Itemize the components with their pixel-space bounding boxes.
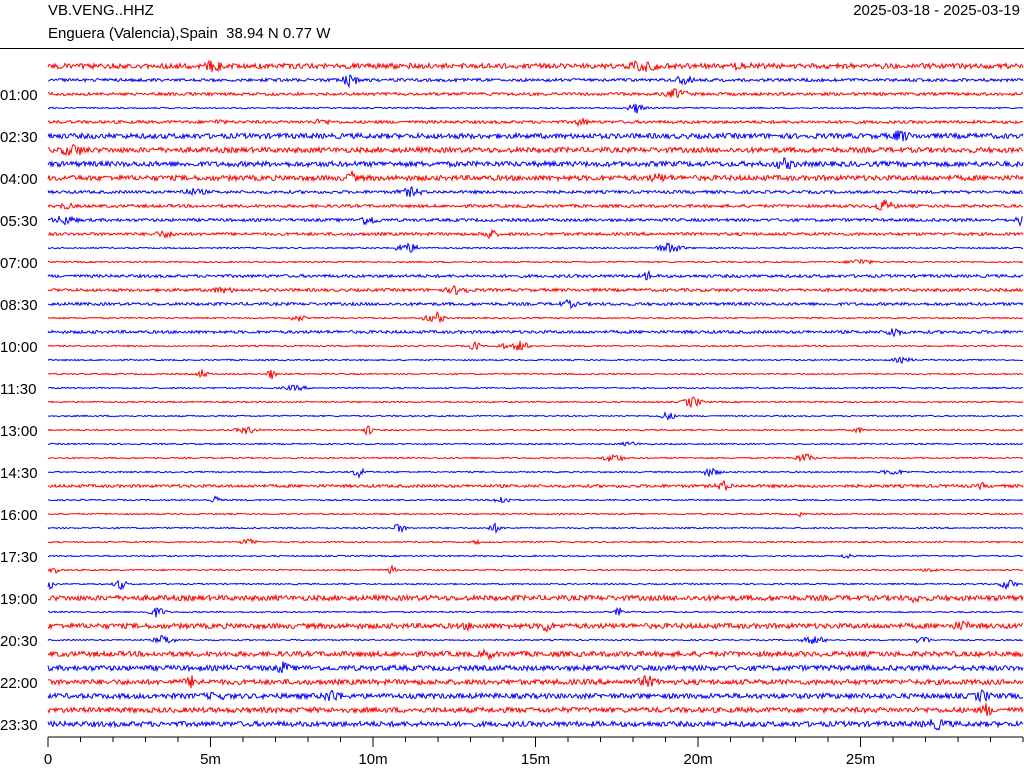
y-tick-label: 11:30 — [0, 381, 36, 398]
y-tick-label: 16:00 — [0, 507, 38, 524]
trace-row-20 — [47, 340, 1024, 351]
y-tick-label: 08:30 — [0, 297, 38, 314]
trace-row-37 — [47, 579, 1024, 591]
y-tick-label: 04:00 — [0, 171, 38, 188]
x-tick-label: 15m — [521, 751, 550, 768]
trace-group — [47, 59, 1024, 731]
trace-row-3 — [47, 103, 1024, 114]
trace-row-1 — [47, 74, 1024, 89]
trace-row-30 — [47, 479, 1024, 491]
y-tick-label: 20:30 — [0, 633, 38, 650]
y-tick-label: 05:30 — [0, 213, 38, 230]
station-location: Enguera (Valencia),Spain 38.94 N 0.77 W — [48, 25, 331, 42]
header-divider — [0, 48, 1024, 49]
trace-row-45 — [47, 689, 1024, 703]
x-tick-label: 20m — [683, 751, 712, 768]
trace-row-13 — [47, 241, 1024, 254]
trace-row-23 — [47, 384, 1024, 392]
y-axis-labels: 01:00 02:30 04:00 05:30 07:00 08:30 10:00 11:30… — [0, 87, 38, 734]
date-range: 2025-03-18 - 2025-03-19 — [853, 2, 1020, 19]
trace-row-2 — [47, 88, 1024, 99]
x-tick-label: 25m — [846, 751, 875, 768]
trace-row-5 — [47, 130, 1024, 142]
y-tick-label: 01:00 — [0, 87, 38, 104]
trace-row-43 — [47, 661, 1024, 674]
trace-row-6 — [47, 144, 1024, 157]
y-tick-label: 07:00 — [0, 255, 38, 272]
trace-row-26 — [47, 425, 1024, 436]
y-tick-label: 02:30 — [0, 129, 38, 146]
trace-row-32 — [47, 511, 1024, 518]
trace-row-40 — [47, 620, 1024, 633]
trace-row-39 — [48, 606, 1024, 618]
trace-row-4 — [47, 117, 1024, 128]
trace-row-14 — [47, 258, 1023, 266]
trace-row-47 — [47, 719, 1024, 731]
station-code: VB.VENG..HHZ — [48, 2, 154, 19]
y-tick-label: 17:30 — [0, 549, 38, 566]
x-tick-label: 10m — [358, 751, 387, 768]
trace-row-34 — [47, 537, 1024, 546]
y-tick-label: 19:00 — [0, 591, 38, 608]
trace-row-33 — [47, 522, 1024, 534]
trace-row-22 — [47, 369, 1024, 380]
trace-row-9 — [47, 186, 1024, 197]
x-tick-label: 0 — [44, 751, 52, 768]
trace-row-46 — [47, 703, 1024, 716]
trace-row-16 — [47, 285, 1024, 295]
trace-row-31 — [47, 495, 1024, 504]
trace-row-12 — [47, 228, 1024, 240]
trace-row-28 — [47, 453, 1024, 463]
trace-row-7 — [47, 156, 1024, 170]
trace-row-44 — [47, 675, 1024, 689]
trace-row-0 — [47, 59, 1024, 73]
trace-row-19 — [47, 328, 1024, 338]
trace-row-24 — [47, 396, 1024, 409]
trace-row-36 — [47, 563, 1024, 575]
x-axis: 0 5m 10m 15m 20m 25m — [44, 736, 1024, 768]
trace-row-25 — [47, 410, 1024, 421]
x-tick-label: 5m — [200, 751, 221, 768]
trace-row-8 — [47, 170, 1024, 183]
trace-row-38 — [47, 593, 1024, 604]
trace-row-42 — [47, 647, 1024, 661]
trace-row-29 — [47, 467, 1024, 479]
y-tick-label: 10:00 — [0, 339, 38, 356]
trace-row-15 — [47, 269, 1024, 281]
trace-row-18 — [47, 311, 1024, 324]
trace-row-41 — [47, 635, 1024, 645]
y-tick-label: 22:00 — [0, 675, 38, 692]
trace-row-11 — [47, 215, 1024, 227]
y-tick-label: 23:30 — [0, 717, 38, 734]
trace-row-17 — [47, 298, 1024, 310]
y-tick-label: 13:00 — [0, 423, 38, 440]
trace-row-27 — [47, 441, 1024, 447]
trace-row-10 — [47, 198, 1024, 211]
y-tick-label: 14:30 — [0, 465, 38, 482]
trace-row-35 — [47, 553, 1024, 560]
trace-row-21 — [47, 356, 1024, 364]
